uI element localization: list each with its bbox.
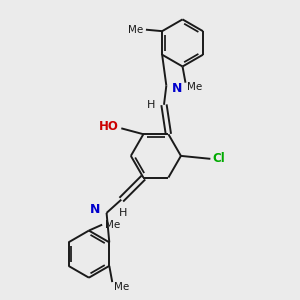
Text: Me: Me <box>128 25 143 35</box>
Text: Cl: Cl <box>213 152 226 165</box>
Text: HO: HO <box>99 120 119 134</box>
Text: Me: Me <box>187 82 202 92</box>
Text: H: H <box>118 208 127 218</box>
Text: N: N <box>172 82 182 95</box>
Text: Me: Me <box>114 281 129 292</box>
Text: Me: Me <box>105 220 120 230</box>
Text: H: H <box>147 100 155 110</box>
Text: N: N <box>90 203 101 217</box>
